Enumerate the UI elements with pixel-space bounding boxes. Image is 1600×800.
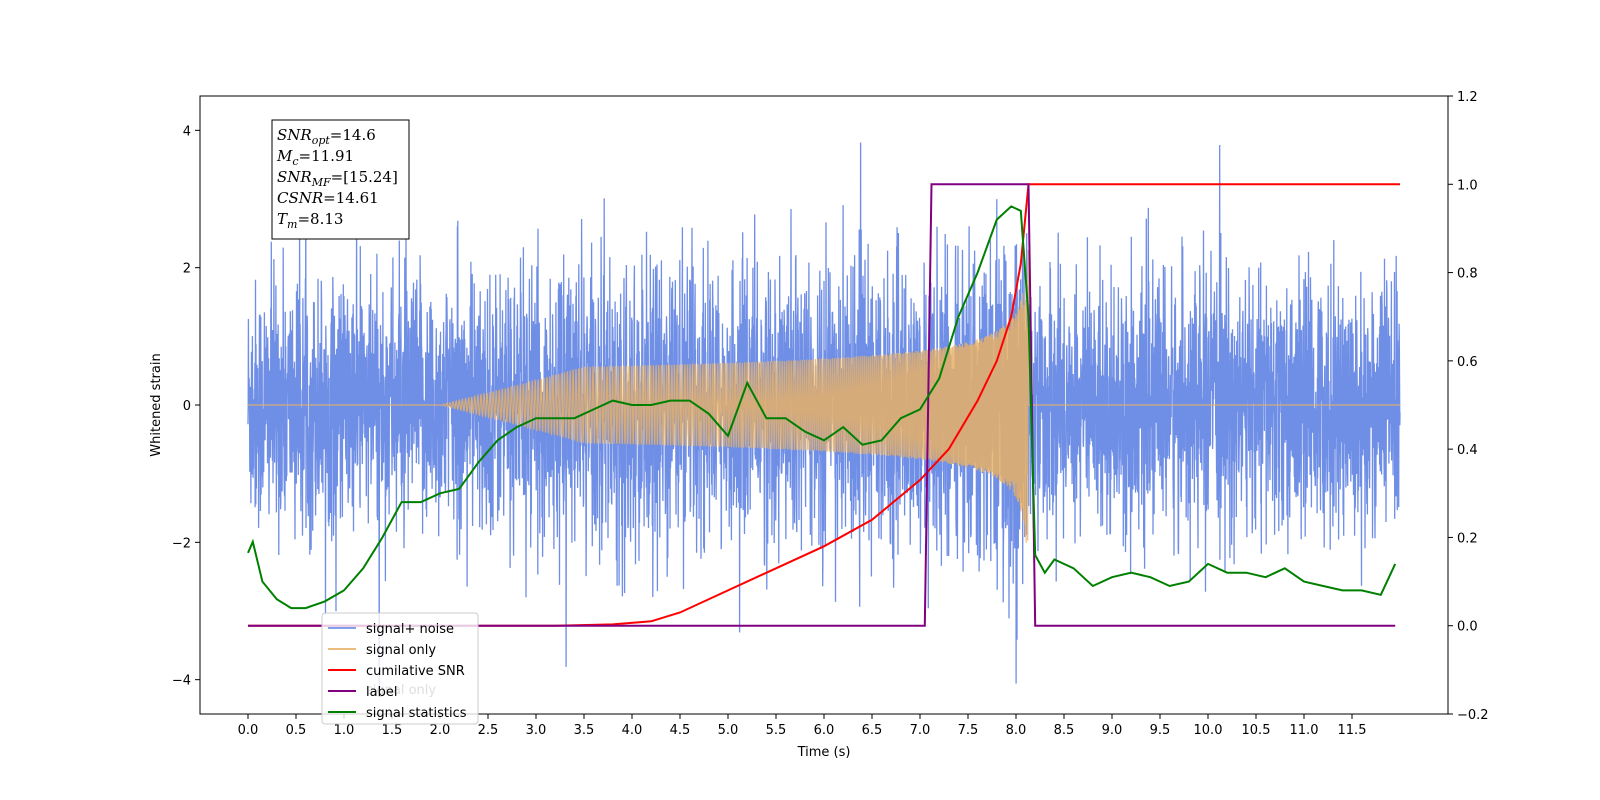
plot-area xyxy=(247,142,1401,687)
y2-tick-label: 0.8 xyxy=(1457,267,1478,282)
x-tick-label: 10.5 xyxy=(1242,723,1271,738)
y-axis-left: 4 2 0 −2 −4 xyxy=(172,124,200,689)
y2-tick-label: 0.6 xyxy=(1457,355,1478,370)
x-tick-label: 10.0 xyxy=(1194,723,1223,738)
annotation-line: SNRopt=14.6 xyxy=(277,126,376,147)
x-tick-label: 5.5 xyxy=(766,723,787,738)
x-tick-label: 3.5 xyxy=(574,723,595,738)
x-tick-label: 7.5 xyxy=(958,723,979,738)
legend-entry: label xyxy=(366,685,397,700)
y-tick-label: 2 xyxy=(183,262,191,277)
x-tick-label: 2.5 xyxy=(478,723,499,738)
x-tick-label: 8.5 xyxy=(1054,723,1075,738)
x-tick-label: 1.5 xyxy=(382,723,403,738)
x-tick-label: 7.0 xyxy=(910,723,931,738)
series-signal-noise xyxy=(247,142,1401,687)
x-tick-label: 4.5 xyxy=(670,723,691,738)
x-tick-label: 11.5 xyxy=(1338,723,1367,738)
legend-frame xyxy=(321,612,479,725)
annotation-line: SNRMF=[15.24] xyxy=(277,168,398,189)
x-tick-label: 5.0 xyxy=(718,723,739,738)
series-signal-only xyxy=(248,250,1400,543)
y2-tick-label: 1.0 xyxy=(1457,178,1478,193)
series-label xyxy=(248,183,1396,627)
y2-tick-label: −0.2 xyxy=(1457,708,1489,723)
x-tick-label: 0.0 xyxy=(238,723,259,738)
x-tick-label: 11.0 xyxy=(1290,723,1319,738)
x-tick-label: 0.5 xyxy=(286,723,307,738)
annotation-line: Mc=11.91 xyxy=(276,147,354,168)
y2-tick-label: 0.4 xyxy=(1457,443,1478,458)
y-tick-label: 4 xyxy=(183,124,191,139)
y-tick-label: −2 xyxy=(172,536,191,551)
x-tick-label: 3.0 xyxy=(526,723,547,738)
x-tick-label: 4.0 xyxy=(622,723,643,738)
legend-entry: cumilative SNR xyxy=(366,664,465,679)
series-cumulative-snr xyxy=(248,183,1400,627)
x-tick-label: 9.0 xyxy=(1102,723,1123,738)
legend-entry: signal only xyxy=(366,643,436,658)
annotation-box: SNRopt=14.6Mc=11.91SNRMF=[15.24]CSNR=14.… xyxy=(271,119,410,240)
legend-entry: signal statistics xyxy=(366,706,467,721)
y2-tick-label: 1.2 xyxy=(1457,90,1478,105)
x-tick-label: 2.0 xyxy=(430,723,451,738)
x-axis: 0.0 0.5 1.0 1.5 2.0 2.5 3.0 3.5 4.0 4.5 5.0 5.5 6.0 6… xyxy=(238,714,1367,738)
x-tick-label: 6.0 xyxy=(814,723,835,738)
y-axis-right: 1.2 1.0 0.8 0.6 0.4 0.2 0.0 −0.2 xyxy=(1448,90,1489,723)
annotation-line: CSNR=14.61 xyxy=(277,189,379,207)
y-tick-label: −4 xyxy=(172,674,191,689)
legend-entry: signal+ noise xyxy=(366,622,454,637)
annotation-frame xyxy=(271,119,410,240)
series-signal-statistics xyxy=(247,205,1397,610)
x-tick-label: 9.5 xyxy=(1150,723,1171,738)
y-axis-label: Whitened strain xyxy=(149,353,164,456)
y-tick-label: 0 xyxy=(183,399,191,414)
x-axis-label: Time (s) xyxy=(797,745,851,760)
x-tick-label: 1.0 xyxy=(334,723,355,738)
x-tick-label: 6.5 xyxy=(862,723,883,738)
legend-overlap-text: signal only xyxy=(366,683,436,698)
y2-tick-label: 0.0 xyxy=(1457,620,1478,635)
y2-tick-label: 0.2 xyxy=(1457,531,1478,546)
x-tick-label: 8.0 xyxy=(1006,723,1027,738)
annotation-line: Tm=8.13 xyxy=(277,210,343,231)
legend: signal only signal+ noise signal only cumi… xyxy=(321,612,479,725)
